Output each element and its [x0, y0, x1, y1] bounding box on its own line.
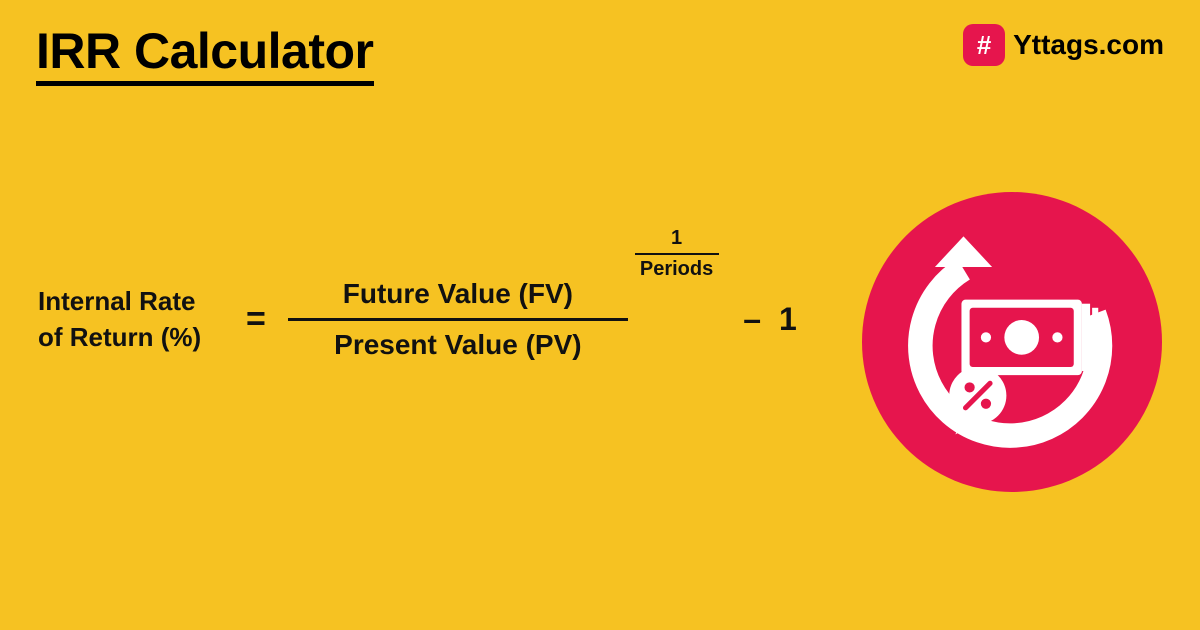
page-title: IRR Calculator: [36, 24, 374, 86]
brand-text: Yttags.com: [1013, 29, 1164, 61]
formula-lhs: Internal Rate of Return (%): [38, 284, 238, 354]
fraction-denominator: Present Value (PV): [324, 321, 591, 369]
illustration-circle: [862, 192, 1162, 492]
lhs-line1: Internal Rate: [38, 286, 196, 316]
minus-sign: –: [743, 301, 761, 338]
brand-symbol: #: [977, 30, 991, 61]
exponent-denominator: Periods: [634, 255, 719, 284]
money-return-icon: [890, 220, 1135, 465]
fraction-numerator: Future Value (FV): [333, 270, 583, 318]
equals-sign: =: [246, 300, 266, 339]
constant-one: 1: [779, 301, 797, 338]
hash-logo-icon: #: [963, 24, 1005, 66]
header: IRR Calculator # Yttags.com: [36, 24, 1164, 86]
brand: # Yttags.com: [963, 24, 1164, 66]
main-fraction: Future Value (FV) Present Value (PV): [288, 270, 628, 369]
irr-formula: Internal Rate of Return (%) = Future Val…: [38, 270, 797, 369]
exponent-numerator: 1: [665, 224, 688, 253]
exponent-fraction: 1 Periods: [634, 224, 719, 284]
lhs-line2: of Return (%): [38, 322, 201, 352]
